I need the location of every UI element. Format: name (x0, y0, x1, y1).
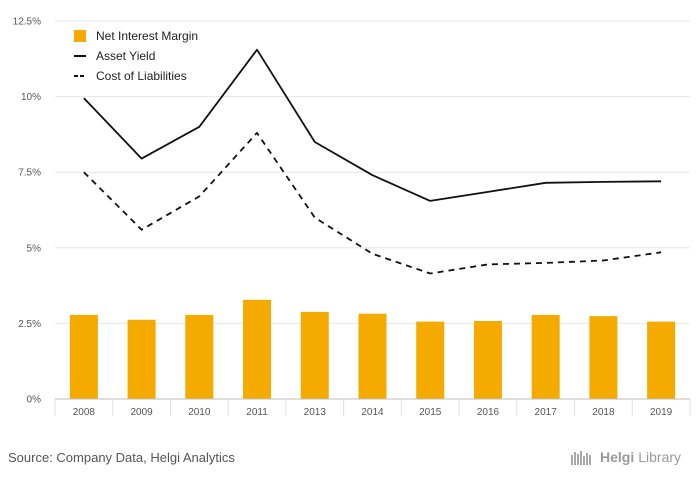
x-tick-label: 2010 (188, 407, 211, 418)
x-tick-label: 2017 (535, 407, 558, 418)
line-asset-yield (83, 48, 662, 202)
y-tick-label: 10% (21, 92, 41, 103)
x-axis: 2008 2009 2010 2011 2013 2014 2015 2016 2017 2018… (54, 398, 691, 418)
source-note: Source: Company Data, Helgi Analytics (8, 450, 235, 465)
legend-label: Net Interest Margin (96, 29, 198, 43)
bar-2009 (127, 319, 156, 399)
brand-name-helgi: Helgi (600, 449, 635, 465)
x-tick-label: 2008 (73, 407, 96, 418)
y-tick-label: 12.5% (13, 17, 41, 28)
bar-2018 (589, 316, 618, 399)
y-tick-label: 5% (27, 243, 42, 254)
brand-logo: Helgi Library (570, 449, 681, 465)
bar-2011 (243, 299, 272, 399)
y-tick-label: 2.5% (18, 319, 41, 330)
x-tick-label: 2013 (304, 407, 327, 418)
y-axis-ticks: 0% 2.5% 5% 7.5% 10% 12.5% (13, 17, 41, 406)
bar-2017 (531, 314, 560, 399)
x-tick-label: 2014 (361, 407, 384, 418)
bar-2008 (69, 314, 98, 399)
x-tick-label: 2018 (592, 407, 615, 418)
legend: Net Interest Margin Asset Yield Cost of Li… (74, 29, 198, 83)
legend-label: Cost of Liabilities (96, 69, 187, 83)
bar-2015 (416, 321, 445, 399)
x-tick-label: 2016 (477, 407, 500, 418)
brand-name-library: Library (638, 449, 682, 465)
chart: 0% 2.5% 5% 7.5% 10% 12.5% 2008 2009 2010 2011 201… (13, 17, 691, 418)
y-tick-label: 7.5% (18, 168, 41, 179)
library-icon (571, 451, 591, 465)
legend-label: Asset Yield (96, 49, 155, 63)
x-tick-label: 2015 (419, 407, 442, 418)
bar-2010 (185, 314, 214, 399)
line-cost-of-liabilities (83, 131, 662, 275)
bar-2019 (647, 321, 676, 399)
bar-2014 (358, 313, 387, 399)
x-tick-label: 2011 (246, 407, 268, 418)
bars (69, 299, 676, 399)
bar-2016 (473, 320, 502, 399)
y-tick-label: 0% (27, 395, 42, 406)
x-tick-label: 2009 (130, 407, 153, 418)
legend-swatch-bar (74, 30, 86, 42)
x-tick-label: 2019 (650, 407, 673, 418)
lines (83, 48, 662, 275)
grid (55, 20, 690, 324)
bar-2013 (300, 311, 329, 399)
